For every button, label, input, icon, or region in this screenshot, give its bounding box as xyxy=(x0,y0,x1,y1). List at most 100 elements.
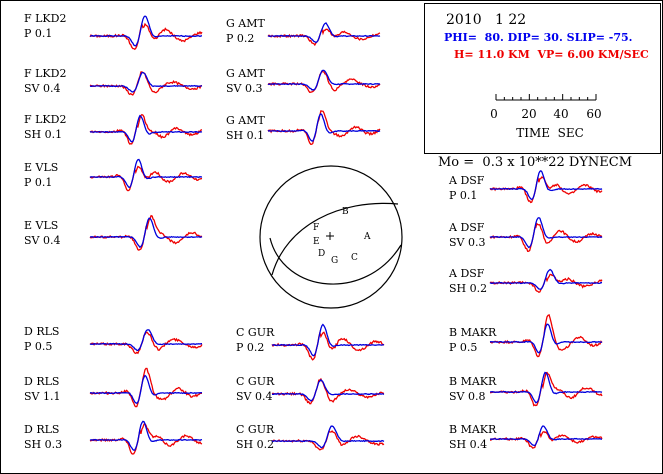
phase-amplitude-label: P 0.2 xyxy=(236,341,264,354)
phase-amplitude-label: SV 0.4 xyxy=(24,82,60,95)
station-label: A DSF xyxy=(448,174,485,187)
time-tick-0: 0 xyxy=(490,107,498,121)
station-label: G AMT xyxy=(226,114,265,127)
waveform-panel: E VLS SV 0.4 xyxy=(24,214,203,251)
phase-amplitude-label: P 0.1 xyxy=(24,27,52,40)
sphere-station-d: D xyxy=(318,249,325,259)
station-label: B MAKR xyxy=(449,375,497,388)
synthetic-waveform xyxy=(489,169,603,201)
station-label: G AMT xyxy=(226,17,265,30)
synthetic-waveform xyxy=(89,329,202,352)
station-label: F LKD2 xyxy=(24,113,66,126)
phase-amplitude-label: SH 0.1 xyxy=(24,128,62,141)
synthetic-waveform xyxy=(489,323,603,354)
sphere-station-a: A xyxy=(363,232,371,242)
waveform-panel: D RLS SV 1.1 xyxy=(24,367,203,408)
focal-sphere: B F E D G C A xyxy=(259,165,403,309)
observed-waveform xyxy=(489,313,603,358)
station-label: B MAKR xyxy=(449,423,497,436)
sphere-center-marker xyxy=(326,232,334,240)
phase-amplitude-label: SV 0.8 xyxy=(449,390,485,403)
sphere-station-b: B xyxy=(342,207,349,217)
waveform-panel: G AMT SV 0.3 xyxy=(226,67,381,95)
phase-amplitude-label: SV 0.3 xyxy=(449,236,485,249)
phase-amplitude-label: SV 0.4 xyxy=(24,234,60,247)
waveform-panel: G AMT SH 0.1 xyxy=(226,110,381,145)
phase-amplitude-label: SH 0.3 xyxy=(24,438,62,451)
synthetic-waveform xyxy=(89,114,203,143)
station-label: F LKD2 xyxy=(24,12,66,25)
waveform-panel: F LKD2 P 0.1 xyxy=(24,12,203,51)
time-tick-60: 60 xyxy=(586,107,601,121)
mechanism-parameters: PHI= 80. DIP= 30. SLIP= -75. xyxy=(444,31,632,44)
waveform-panel: D RLS P 0.5 xyxy=(24,325,203,355)
waveform-panel: D RLS SH 0.3 xyxy=(24,420,203,455)
waveform-panel: F LKD2 SH 0.1 xyxy=(24,113,203,145)
synthetic-waveform xyxy=(489,268,603,290)
station-label: F LKD2 xyxy=(24,67,66,80)
synthetic-waveform xyxy=(267,113,381,142)
sphere-station-f: F xyxy=(313,223,319,233)
synthetic-waveform xyxy=(89,420,203,451)
phase-amplitude-label: SH 0.2 xyxy=(236,438,274,451)
station-label: D RLS xyxy=(24,375,59,388)
synthetic-waveform xyxy=(271,425,385,449)
phase-amplitude-label: SV 0.4 xyxy=(236,390,272,403)
observed-waveform xyxy=(267,27,381,47)
synthetic-waveform xyxy=(89,15,203,47)
waveform-panel: C GUR P 0.2 xyxy=(236,323,385,361)
waveform-panel: B MAKR SV 0.8 xyxy=(449,371,603,407)
nodal-plane-2 xyxy=(269,237,402,285)
waveform-panel: C GUR SV 0.4 xyxy=(236,375,385,405)
synthetic-waveform xyxy=(89,71,203,93)
station-label: D RLS xyxy=(24,423,59,436)
synthetic-waveform xyxy=(489,216,603,249)
info-box xyxy=(424,3,661,154)
station-label: C GUR xyxy=(236,375,275,388)
phase-amplitude-label: P 0.2 xyxy=(226,32,254,45)
waveform-panels: F LKD2 P 0.1 F LKD2 SV 0.4 F LKD2 SH 0.1 E VLS… xyxy=(24,12,603,455)
station-label: E VLS xyxy=(24,219,58,232)
phase-amplitude-label: SV 1.1 xyxy=(24,390,60,403)
waveform-panel: F LKD2 SV 0.4 xyxy=(24,67,203,96)
phase-amplitude-label: P 0.1 xyxy=(449,189,477,202)
synthetic-waveform xyxy=(490,371,603,404)
phase-amplitude-label: P 0.5 xyxy=(449,341,477,354)
time-tick-20: 20 xyxy=(521,107,536,121)
waveform-panel: A DSF SV 0.3 xyxy=(448,216,603,252)
station-label: C GUR xyxy=(236,423,275,436)
waveform-panel: A DSF SH 0.2 xyxy=(448,267,603,295)
synthetic-waveform xyxy=(89,217,203,249)
waveform-panel: B MAKR SH 0.4 xyxy=(449,423,603,451)
phase-amplitude-label: SH 0.2 xyxy=(449,282,487,295)
phase-amplitude-label: P 0.5 xyxy=(24,340,52,353)
synthetic-waveform xyxy=(89,158,203,189)
sphere-station-c: C xyxy=(351,253,358,263)
waveform-panel: B MAKR P 0.5 xyxy=(449,313,603,358)
station-label: A DSF xyxy=(448,267,485,280)
station-label: G AMT xyxy=(226,67,265,80)
station-label: A DSF xyxy=(448,221,485,234)
station-label: C GUR xyxy=(236,326,275,339)
waveform-panel: C GUR SH 0.2 xyxy=(236,423,385,451)
synthetic-waveform xyxy=(267,22,381,44)
synthetic-waveform xyxy=(489,425,603,447)
waveform-panel: E VLS P 0.1 xyxy=(24,158,203,192)
synthetic-waveform xyxy=(267,69,381,91)
depth-velocity: H= 11.0 KM VP= 6.00 KM/SEC xyxy=(454,48,649,61)
synthetic-waveform xyxy=(271,379,385,402)
synthetic-waveform xyxy=(271,323,385,357)
waveform-panel: G AMT P 0.2 xyxy=(226,17,381,47)
seismic-moment: Mo = 0.3 x 10**22 DYNECM xyxy=(438,155,632,170)
waveform-panel: A DSF P 0.1 xyxy=(448,169,603,204)
time-scale-bar: 0 20 40 60 TIME SEC xyxy=(490,94,602,140)
event-date: 2010 1 22 xyxy=(446,12,526,28)
station-label: B MAKR xyxy=(449,326,497,339)
phase-amplitude-label: SV 0.3 xyxy=(226,82,262,95)
phase-amplitude-label: P 0.1 xyxy=(24,176,52,189)
station-label: E VLS xyxy=(24,161,58,174)
synthetic-waveform xyxy=(89,374,203,405)
time-axis-label: TIME SEC xyxy=(516,126,584,140)
phase-amplitude-label: SH 0.4 xyxy=(449,438,487,451)
